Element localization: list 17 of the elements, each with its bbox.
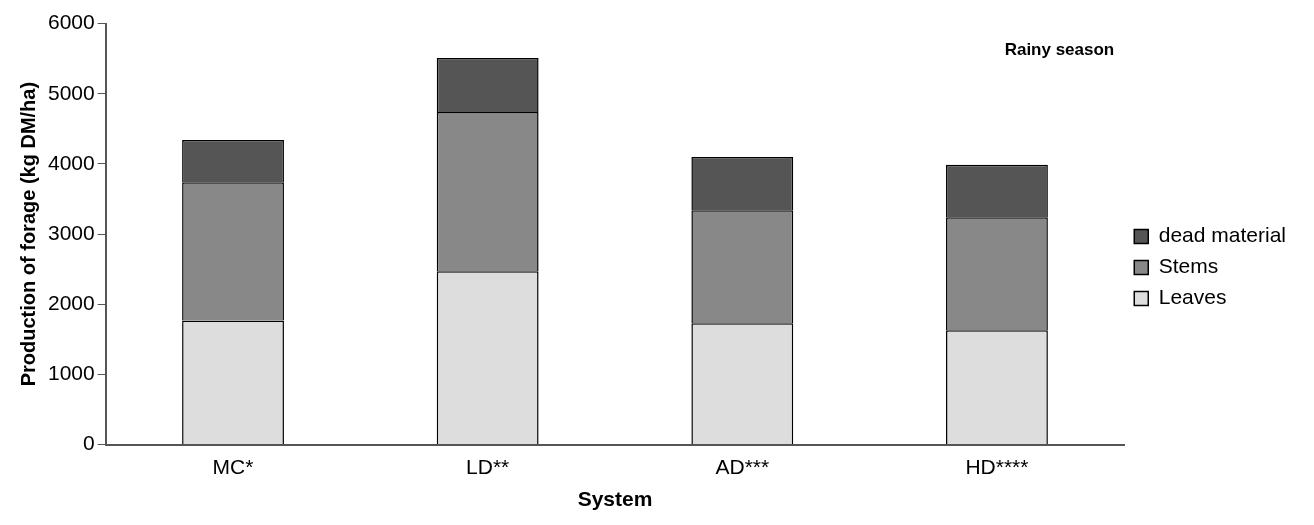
legend-label: Stems (1158, 254, 1219, 278)
x-tick-label: MC* (212, 455, 254, 478)
y-axis-title: Production of forage (kg DM/ha) (16, 81, 39, 387)
x-axis-title: System (577, 487, 653, 511)
y-tick-label: 0 (83, 431, 95, 455)
x-tick-label: LD** (466, 455, 510, 478)
y-tick-label: 1000 (48, 361, 95, 385)
text: Rainy season (1004, 39, 1115, 59)
legend-label: Leaves (1158, 285, 1227, 309)
y-tick-label: 3000 (48, 220, 95, 244)
y-tick-label: 5000 (48, 80, 95, 104)
legend-label: dead material (1158, 223, 1287, 247)
y-tick-label: 6000 (48, 10, 95, 34)
y-tick-label: 2000 (48, 291, 95, 315)
x-tick-label: HD**** (965, 455, 1029, 478)
y-tick-label: 4000 (48, 150, 95, 174)
x-tick-label: AD*** (715, 455, 770, 478)
